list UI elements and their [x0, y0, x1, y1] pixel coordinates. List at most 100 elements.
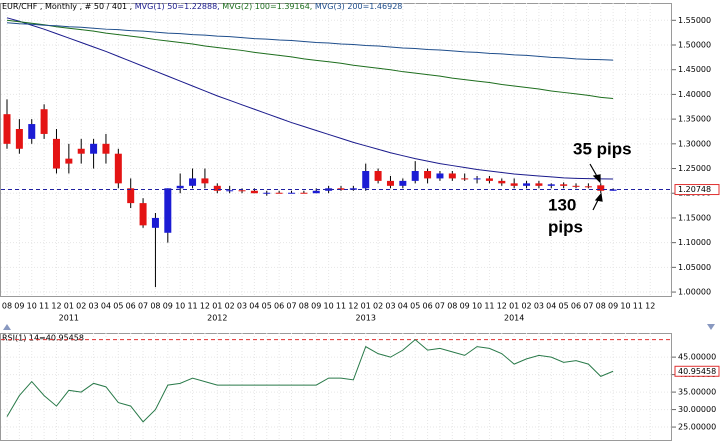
x-tick-label: 09 — [608, 302, 618, 311]
candle-body — [28, 124, 36, 139]
x-tick-label: 04 — [398, 302, 408, 311]
x-tick-label: 10 — [27, 302, 37, 311]
x-tick-label: 12 — [51, 302, 61, 311]
x-tick-label: 05 — [410, 302, 420, 311]
y-tick-label: 1.00000 — [678, 288, 711, 297]
y-tick-label: 1.25000 — [678, 164, 711, 173]
x-tick-label: 05 — [262, 302, 272, 311]
x-tick-label: 10 — [175, 302, 185, 311]
legend-entry: MVG(1) 50=1.22888, — [135, 2, 220, 11]
rsi-line — [6, 338, 614, 423]
x-tick-label: 08 — [299, 302, 309, 311]
candle-body — [213, 185, 221, 191]
panel-icon — [3, 324, 11, 330]
x-tick-label: 09 — [460, 302, 470, 311]
y-tick-label: 1.30000 — [678, 139, 711, 148]
y-tick-label: 1.05000 — [678, 263, 711, 272]
x-tick-label: 04 — [546, 302, 556, 311]
rsi-panel — [0, 333, 672, 441]
candle-body — [164, 188, 172, 233]
candle-body — [176, 185, 184, 189]
last-price-box — [674, 184, 720, 196]
header-symbol: EUR/CHF , Monthly , # 50 / 401 , — [2, 2, 132, 11]
candle-body — [399, 180, 407, 186]
x-tick-label: 05 — [113, 302, 123, 311]
candle-body — [411, 171, 419, 181]
candle-body — [572, 185, 580, 187]
x-tick-label: 12 — [200, 302, 210, 311]
annotation: pips — [548, 217, 583, 236]
candle-body — [238, 190, 246, 192]
y-tick-label: 1.45000 — [678, 65, 711, 74]
x-tick-label: 03 — [88, 302, 98, 311]
x-tick-label: 11 — [484, 302, 494, 311]
x-tick-label: 07 — [286, 302, 296, 311]
last-price-label: 1.20748 — [678, 185, 711, 194]
x-tick-label: 05 — [559, 302, 569, 311]
x-tick-label: 06 — [274, 302, 284, 311]
candle-body — [288, 192, 296, 194]
candle-body — [386, 180, 394, 186]
candle-body — [325, 188, 333, 191]
x-tick-label: 01 — [212, 302, 222, 311]
candle-body — [114, 153, 122, 184]
x-tick-label: 12 — [348, 302, 358, 311]
candle-body — [362, 171, 370, 189]
header: EUR/CHF , Monthly , # 50 / 401 , MVG(1) … — [2, 2, 402, 11]
x-tick-label: 11 — [633, 302, 643, 311]
candle-body — [473, 178, 481, 180]
year-label: 2013 — [356, 314, 376, 323]
y-tick-label: 1.35000 — [678, 115, 711, 124]
candle-body — [102, 143, 110, 154]
y-tick-label: 1.50000 — [678, 41, 711, 50]
moving-average — [6, 19, 614, 100]
candle-body — [374, 171, 382, 181]
annotation: 35 pips — [573, 139, 632, 158]
candle-body — [609, 189, 617, 191]
candle-body — [201, 178, 209, 184]
y-tick-label: 1.15000 — [678, 213, 711, 222]
x-tick-label: 12 — [497, 302, 507, 311]
x-tick-label: 08 — [150, 302, 160, 311]
candle-body — [337, 188, 345, 190]
x-tick-label: 10 — [324, 302, 334, 311]
x-tick-label: 03 — [237, 302, 247, 311]
rsi-value-box — [674, 365, 720, 377]
candle-body — [597, 185, 605, 191]
x-tick-label: 07 — [583, 302, 593, 311]
year-label: 2012 — [207, 314, 227, 323]
x-tick-label: 02 — [76, 302, 86, 311]
candle-body — [424, 171, 432, 179]
year-label: 2014 — [504, 314, 524, 323]
moving-average — [6, 22, 614, 61]
y-tick-label: 30.00000 — [678, 405, 716, 414]
y-tick-label: 25.00000 — [678, 423, 716, 432]
x-tick-label: 06 — [126, 302, 136, 311]
candle-body — [65, 158, 73, 164]
x-tick-label: 04 — [249, 302, 259, 311]
y-tick-label: 1.55000 — [678, 16, 711, 25]
candle-body — [40, 109, 48, 134]
candle-body — [250, 190, 258, 194]
x-tick-label: 02 — [521, 302, 531, 311]
candle-body — [498, 180, 506, 184]
candle-body — [461, 178, 469, 180]
candle-body — [226, 190, 234, 192]
x-tick-label: 01 — [361, 302, 371, 311]
candle-body — [523, 183, 531, 186]
x-tick-label: 11 — [39, 302, 49, 311]
x-tick-label: 03 — [534, 302, 544, 311]
candle-body — [139, 203, 147, 226]
candle-body — [349, 188, 357, 190]
candle-body — [584, 186, 592, 188]
candle-body — [448, 173, 456, 179]
candle-body — [535, 183, 543, 186]
candle-body — [151, 217, 159, 228]
x-tick-label: 01 — [509, 302, 519, 311]
candle-body — [300, 192, 308, 194]
x-tick-label: 01 — [64, 302, 74, 311]
candle-body — [15, 129, 23, 149]
rsi-value-label: 40.95458 — [678, 367, 716, 376]
candle-body — [77, 148, 85, 154]
